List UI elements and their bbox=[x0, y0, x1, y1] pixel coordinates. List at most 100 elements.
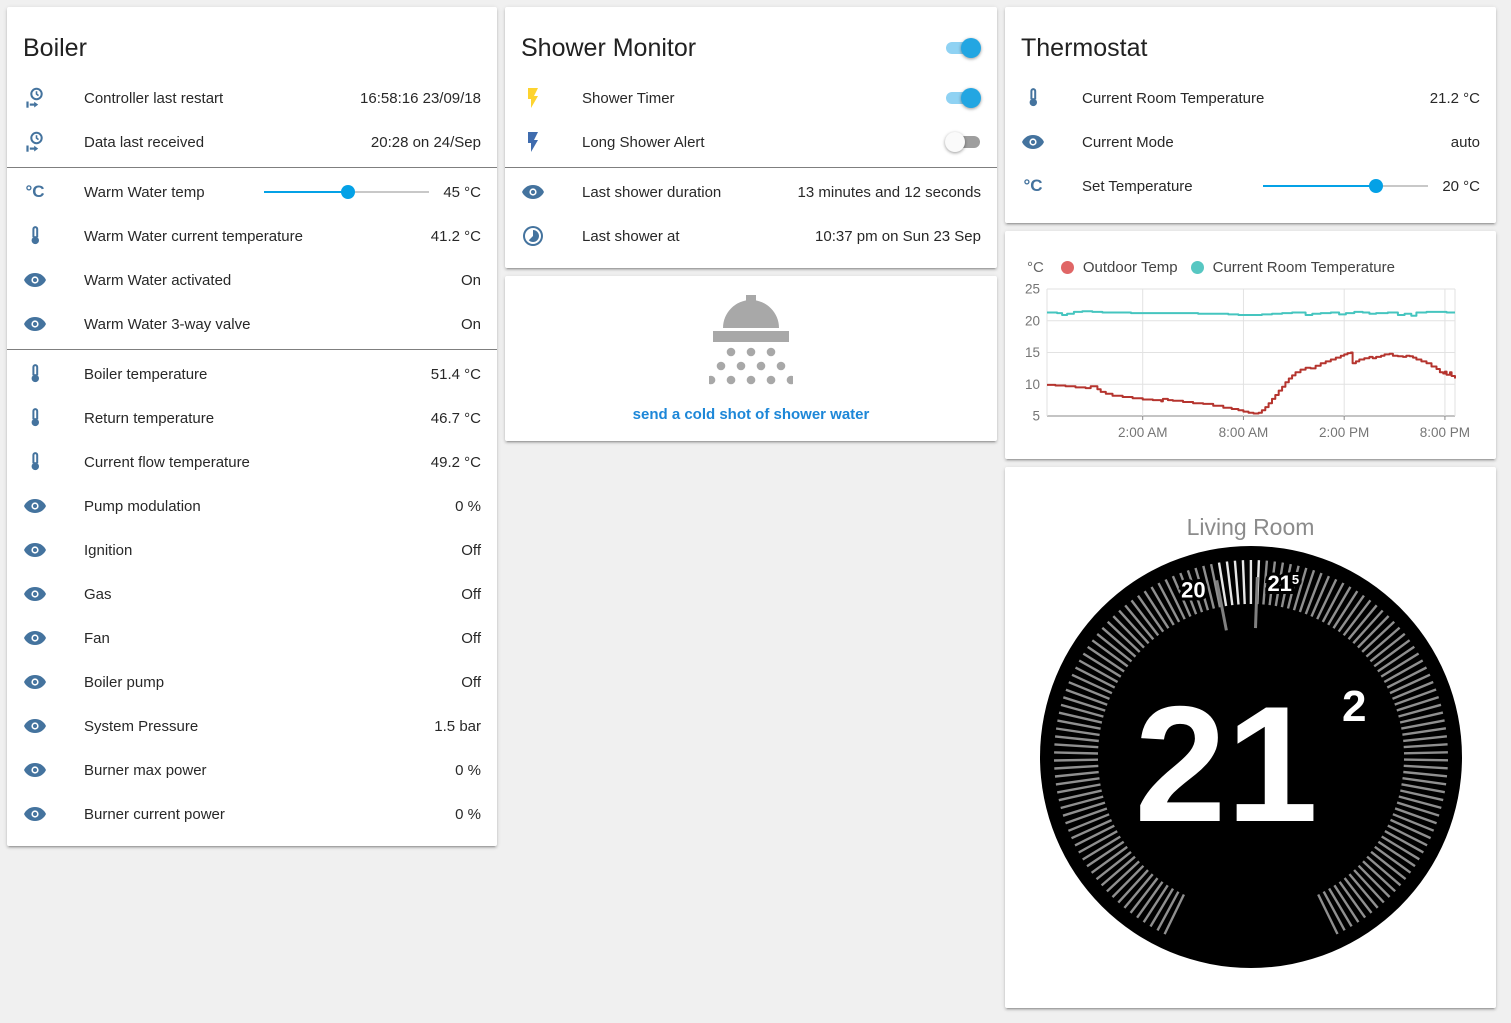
shower-monitor-master-toggle[interactable] bbox=[945, 38, 981, 58]
eye-icon bbox=[23, 670, 47, 694]
eye-icon bbox=[23, 494, 47, 518]
eye-icon bbox=[23, 714, 47, 738]
shower-monitor-row-long-shower-alert[interactable]: Long Shower Alert bbox=[505, 120, 997, 164]
divider bbox=[7, 348, 497, 350]
temperature-history-card: °C Outdoor Temp Current Room Temperature … bbox=[1005, 231, 1496, 459]
long-shower-alert-toggle[interactable] bbox=[945, 132, 981, 152]
burner-max-power-label: Burner max power bbox=[84, 761, 207, 779]
boiler-row-warm-water-current-temperature[interactable]: Warm Water current temperature 41.2 °C bbox=[7, 214, 497, 258]
boiler-row-pump-modulation[interactable]: Pump modulation 0 % bbox=[7, 484, 497, 528]
eye-icon bbox=[521, 180, 545, 204]
eye-icon bbox=[23, 582, 47, 606]
set-temperature-value: 20 °C bbox=[1442, 177, 1480, 195]
thermometer-icon bbox=[23, 406, 47, 430]
celsius-icon: °C bbox=[1023, 176, 1043, 195]
thermostat-row-set-temperature[interactable]: °C Set Temperature 20 °C bbox=[1005, 164, 1496, 208]
current-room-temperature-label: Current Room Temperature bbox=[1082, 89, 1265, 107]
long-shower-alert-label: Long Shower Alert bbox=[582, 133, 705, 151]
pump-modulation-value: 0 % bbox=[455, 497, 481, 515]
shower-monitor-row-last-shower-at[interactable]: Last shower at 10:37 pm on Sun 23 Sep bbox=[505, 214, 997, 258]
system-pressure-label: System Pressure bbox=[84, 717, 199, 735]
legend-label: Outdoor Temp bbox=[1082, 259, 1178, 276]
svg-text:8:00 AM: 8:00 AM bbox=[1219, 425, 1269, 440]
flash-icon bbox=[521, 86, 545, 110]
warm-water-activated-value: On bbox=[460, 271, 481, 289]
warm-water-temp-slider[interactable] bbox=[264, 178, 430, 206]
thermostat-dial[interactable]: 20 215 21 2 bbox=[1039, 545, 1463, 969]
warm-water-3-way-valve-label: Warm Water 3-way valve bbox=[84, 315, 251, 333]
svg-text:10: 10 bbox=[1025, 377, 1040, 392]
data-last-received-value: 20:28 on 24/Sep bbox=[370, 133, 481, 151]
boiler-row-boiler-temperature[interactable]: Boiler temperature 51.4 °C bbox=[7, 352, 497, 396]
thermostat-row-current-room-temperature[interactable]: Current Room Temperature 21.2 °C bbox=[1005, 76, 1496, 120]
boiler-row-gas[interactable]: Gas Off bbox=[7, 572, 497, 616]
boiler-row-data-last-received[interactable]: Data last received 20:28 on 24/Sep bbox=[7, 120, 497, 164]
last-shower-duration-label: Last shower duration bbox=[582, 183, 722, 201]
cold-shot-link[interactable]: send a cold shot of shower water bbox=[632, 405, 870, 423]
eye-icon bbox=[23, 626, 47, 650]
warm-water-current-temperature-label: Warm Water current temperature bbox=[84, 227, 303, 245]
flash-icon bbox=[521, 130, 545, 154]
legend-item-current-room-temperature: Current Room Temperature bbox=[1190, 259, 1395, 276]
shower-monitor-row-shower-timer[interactable]: Shower Timer bbox=[505, 76, 997, 120]
boiler-row-warm-water-temp[interactable]: °C Warm Water temp 45 °C bbox=[7, 170, 497, 214]
celsius-icon: °C bbox=[25, 182, 45, 201]
svg-text:20: 20 bbox=[1025, 313, 1040, 328]
clock-start-icon bbox=[23, 86, 47, 110]
divider bbox=[7, 166, 497, 168]
boiler-row-boiler-pump[interactable]: Boiler pump Off bbox=[7, 660, 497, 704]
boiler-row-system-pressure[interactable]: System Pressure 1.5 bar bbox=[7, 704, 497, 748]
legend-label: Current Room Temperature bbox=[1212, 259, 1395, 276]
thermostat-card-title: Thermostat bbox=[1005, 7, 1496, 76]
eye-icon bbox=[23, 312, 47, 336]
legend-dot bbox=[1060, 261, 1074, 274]
living-room-thermostat-card: Living Room 20 215 21 2 bbox=[1005, 467, 1496, 1008]
boiler-row-burner-current-power[interactable]: Burner current power 0 % bbox=[7, 792, 497, 836]
warm-water-temp-label: Warm Water temp bbox=[84, 183, 205, 201]
boiler-row-burner-max-power[interactable]: Burner max power 0 % bbox=[7, 748, 497, 792]
boiler-row-current-flow-temperature[interactable]: Current flow temperature 49.2 °C bbox=[7, 440, 497, 484]
burner-max-power-value: 0 % bbox=[455, 761, 481, 779]
timelapse-icon bbox=[521, 224, 545, 248]
boiler-row-return-temperature[interactable]: Return temperature 46.7 °C bbox=[7, 396, 497, 440]
column-left: Boiler Controller last restart 16:58:16 2… bbox=[7, 7, 497, 846]
ignition-label: Ignition bbox=[84, 541, 133, 559]
dial-ticks: 20 215 bbox=[1039, 546, 1462, 968]
svg-text:15: 15 bbox=[1025, 345, 1040, 360]
return-temperature-label: Return temperature bbox=[84, 409, 215, 427]
column-right: Thermostat Current Room Temperature 21.2 … bbox=[1005, 7, 1496, 1008]
boiler-row-warm-water-activated[interactable]: Warm Water activated On bbox=[7, 258, 497, 302]
return-temperature-value: 46.7 °C bbox=[430, 409, 481, 427]
boiler-temperature-label: Boiler temperature bbox=[84, 365, 208, 383]
svg-text:2:00 PM: 2:00 PM bbox=[1319, 425, 1369, 440]
svg-text:8:00 PM: 8:00 PM bbox=[1420, 425, 1470, 440]
thermometer-icon bbox=[23, 362, 47, 386]
boiler-row-warm-water-3-way-valve[interactable]: Warm Water 3-way valve On bbox=[7, 302, 497, 346]
controller-last-restart-value: 16:58:16 23/09/18 bbox=[360, 89, 481, 107]
svg-text:2:00 AM: 2:00 AM bbox=[1118, 425, 1168, 440]
set-temperature-slider[interactable] bbox=[1263, 172, 1429, 200]
boiler-row-controller-last-restart[interactable]: Controller last restart 16:58:16 23/09/18 bbox=[7, 76, 497, 120]
boiler-row-ignition[interactable]: Ignition Off bbox=[7, 528, 497, 572]
chart-y-unit: °C bbox=[1027, 259, 1044, 276]
shower-monitor-card: Shower Monitor Shower Timer Long Shower A… bbox=[505, 7, 997, 268]
thermostat-card: Thermostat Current Room Temperature 21.2 … bbox=[1005, 7, 1496, 223]
boiler-pump-label: Boiler pump bbox=[84, 673, 165, 691]
current-room-temperature-value: 21.2 °C bbox=[1429, 89, 1480, 107]
boiler-row-fan[interactable]: Fan Off bbox=[7, 616, 497, 660]
thermometer-icon bbox=[23, 450, 47, 474]
warm-water-activated-label: Warm Water activated bbox=[84, 271, 232, 289]
thermostat-row-current-mode[interactable]: Current Mode auto bbox=[1005, 120, 1496, 164]
eye-icon bbox=[23, 802, 47, 826]
current-flow-temperature-value: 49.2 °C bbox=[430, 453, 481, 471]
shower-timer-toggle[interactable] bbox=[945, 88, 981, 108]
burner-current-power-value: 0 % bbox=[455, 805, 481, 823]
last-shower-at-label: Last shower at bbox=[582, 227, 680, 245]
shower-monitor-row-last-shower-duration[interactable]: Last shower duration 13 minutes and 12 se… bbox=[505, 170, 997, 214]
data-last-received-label: Data last received bbox=[84, 133, 205, 151]
current-mode-label: Current Mode bbox=[1082, 133, 1174, 151]
legend-dot bbox=[1190, 261, 1204, 274]
fan-label: Fan bbox=[84, 629, 110, 647]
eye-icon bbox=[23, 758, 47, 782]
